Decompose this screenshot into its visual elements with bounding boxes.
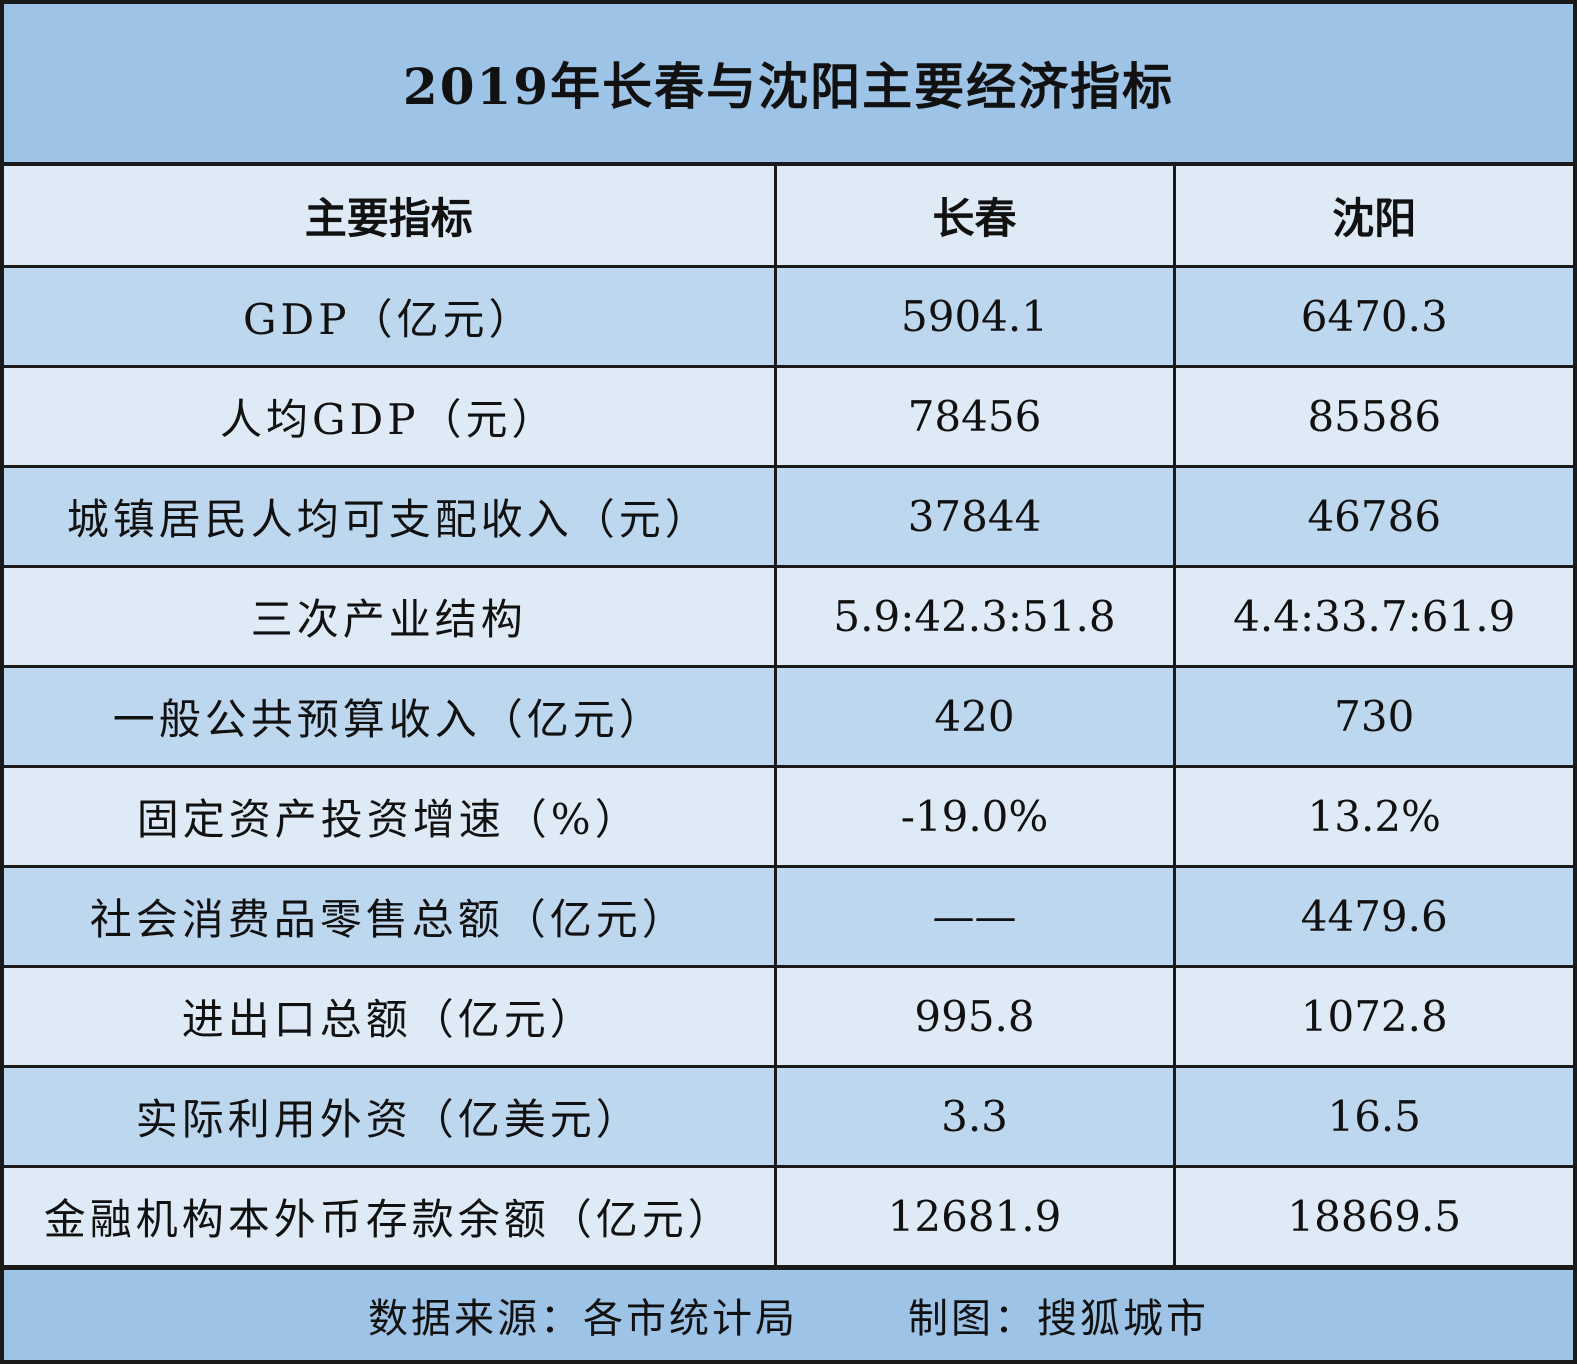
table-row: 人均GDP（元） 78456 85586 — [4, 364, 1573, 468]
header-row: 主要指标 长春 沈阳 — [4, 166, 1573, 268]
table-row: 金融机构本外币存款余额（亿元） 12681.9 18869.5 — [4, 1164, 1573, 1268]
changchun-value-cell: 3.3 — [773, 1064, 1176, 1168]
changchun-value-cell: 995.8 — [773, 964, 1176, 1068]
changchun-value-cell: 420 — [773, 664, 1176, 768]
table-row: 三次产业结构 5.9:42.3:51.8 4.4:33.7:61.9 — [4, 564, 1573, 668]
shenyang-value-cell: 18869.5 — [1172, 1164, 1573, 1268]
shenyang-value-cell: 4.4:33.7:61.9 — [1172, 564, 1573, 668]
changchun-value-cell: 37844 — [773, 464, 1176, 568]
header-cell-shenyang: 沈阳 — [1172, 166, 1573, 268]
table-body: GDP（亿元） 5904.1 6470.3 人均GDP（元） 78456 85586 城镇居… — [4, 264, 1573, 1268]
indicator-table: 主要指标 长春 沈阳 GDP（亿元） 5904.1 6470.3 人均GDP（元） 78… — [4, 166, 1573, 1268]
shenyang-value-cell: 1072.8 — [1172, 964, 1573, 1068]
row-label-cell: 人均GDP（元） — [4, 364, 777, 468]
shenyang-value-cell: 85586 — [1172, 364, 1573, 468]
row-label-cell: 一般公共预算收入（亿元） — [4, 664, 777, 768]
changchun-value-cell: —— — [773, 864, 1176, 968]
header-cell-indicator: 主要指标 — [4, 166, 777, 268]
shenyang-value-cell: 46786 — [1172, 464, 1573, 568]
row-label-cell: 进出口总额（亿元） — [4, 964, 777, 1068]
table-row: 城镇居民人均可支配收入（元） 37844 46786 — [4, 464, 1573, 568]
row-label-cell: 三次产业结构 — [4, 564, 777, 668]
row-label-cell: 社会消费品零售总额（亿元） — [4, 864, 777, 968]
changchun-value-cell: -19.0% — [773, 764, 1176, 868]
changchun-value-cell: 5904.1 — [773, 264, 1176, 368]
changchun-value-cell: 5.9:42.3:51.8 — [773, 564, 1176, 668]
row-label-cell: 金融机构本外币存款余额（亿元） — [4, 1164, 777, 1268]
data-source: 数据来源：各市统计局 — [368, 1296, 798, 1342]
row-label-cell: GDP（亿元） — [4, 264, 777, 368]
shenyang-value-cell: 16.5 — [1172, 1064, 1573, 1168]
shenyang-value-cell: 730 — [1172, 664, 1573, 768]
table-row: 实际利用外资（亿美元） 3.3 16.5 — [4, 1064, 1573, 1168]
footer: 数据来源：各市统计局 制图：搜狐城市 — [4, 1266, 1573, 1360]
changchun-value-cell: 12681.9 — [773, 1164, 1176, 1268]
header-cell-changchun: 长春 — [773, 166, 1176, 268]
table-title: 2019年长春与沈阳主要经济指标 — [4, 4, 1573, 166]
table-row: 一般公共预算收入（亿元） 420 730 — [4, 664, 1573, 768]
row-label-cell: 实际利用外资（亿美元） — [4, 1064, 777, 1168]
changchun-value-cell: 78456 — [773, 364, 1176, 468]
shenyang-value-cell: 6470.3 — [1172, 264, 1573, 368]
chart-credit: 制图：搜狐城市 — [908, 1296, 1209, 1342]
table-row: 进出口总额（亿元） 995.8 1072.8 — [4, 964, 1573, 1068]
shenyang-value-cell: 13.2% — [1172, 764, 1573, 868]
table-row: 社会消费品零售总额（亿元） —— 4479.6 — [4, 864, 1573, 968]
table-row: GDP（亿元） 5904.1 6470.3 — [4, 264, 1573, 368]
table-row: 固定资产投资增速（%） -19.0% 13.2% — [4, 764, 1573, 868]
row-label-cell: 城镇居民人均可支配收入（元） — [4, 464, 777, 568]
row-label-cell: 固定资产投资增速（%） — [4, 764, 777, 868]
shenyang-value-cell: 4479.6 — [1172, 864, 1573, 968]
